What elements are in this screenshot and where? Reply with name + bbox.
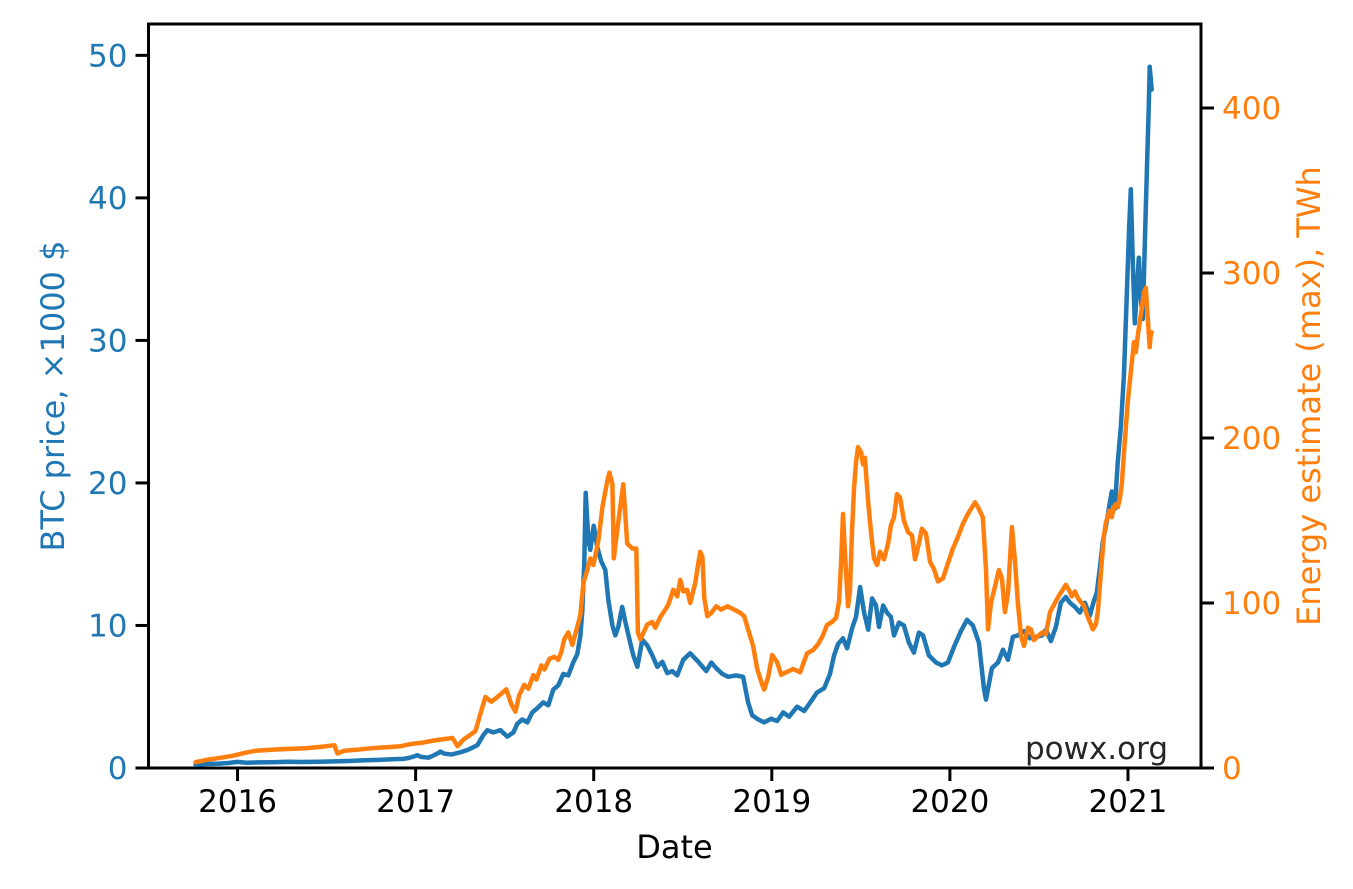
x-tick-label: 2017	[376, 784, 455, 820]
y-left-tick-label: 10	[88, 608, 127, 644]
x-tick-label: 2019	[732, 784, 811, 820]
x-tick-label: 2018	[554, 784, 633, 820]
y-left-tick-label: 0	[108, 751, 128, 787]
y-axis-ticks-left: 0 10 20 30 40 50	[88, 38, 149, 787]
y-left-tick-label: 50	[88, 38, 127, 74]
plot-border	[147, 22, 1203, 770]
y-right-tick-label: 300	[1222, 256, 1281, 292]
x-tick-label: 2016	[198, 784, 277, 820]
x-axis-label: Date	[636, 828, 712, 866]
x-tick-label: 2021	[1089, 784, 1168, 820]
y-left-tick-label: 20	[88, 466, 127, 502]
x-tick-label: 2020	[910, 784, 989, 820]
energy-estimate-line	[193, 285, 1154, 765]
y-axis-label-left: BTC price, ×1000 $	[34, 241, 72, 552]
btc-price-line	[193, 64, 1154, 767]
y-right-tick-label: 400	[1222, 91, 1281, 127]
y-right-tick-label: 0	[1222, 751, 1242, 787]
x-axis-ticks: 2016 2017 2018 2019 2020 2021	[198, 768, 1167, 820]
y-right-tick-label: 200	[1222, 421, 1281, 457]
y-left-tick-label: 30	[88, 323, 127, 359]
data-series	[193, 64, 1154, 767]
y-axis-ticks-right: 0 100 200 300 400	[1201, 91, 1281, 787]
y-right-tick-label: 100	[1222, 586, 1281, 622]
watermark: powx.org	[1025, 731, 1168, 767]
y-left-tick-label: 40	[88, 181, 127, 217]
y-axis-label-right: Energy estimate (max), TWh	[1290, 166, 1328, 626]
